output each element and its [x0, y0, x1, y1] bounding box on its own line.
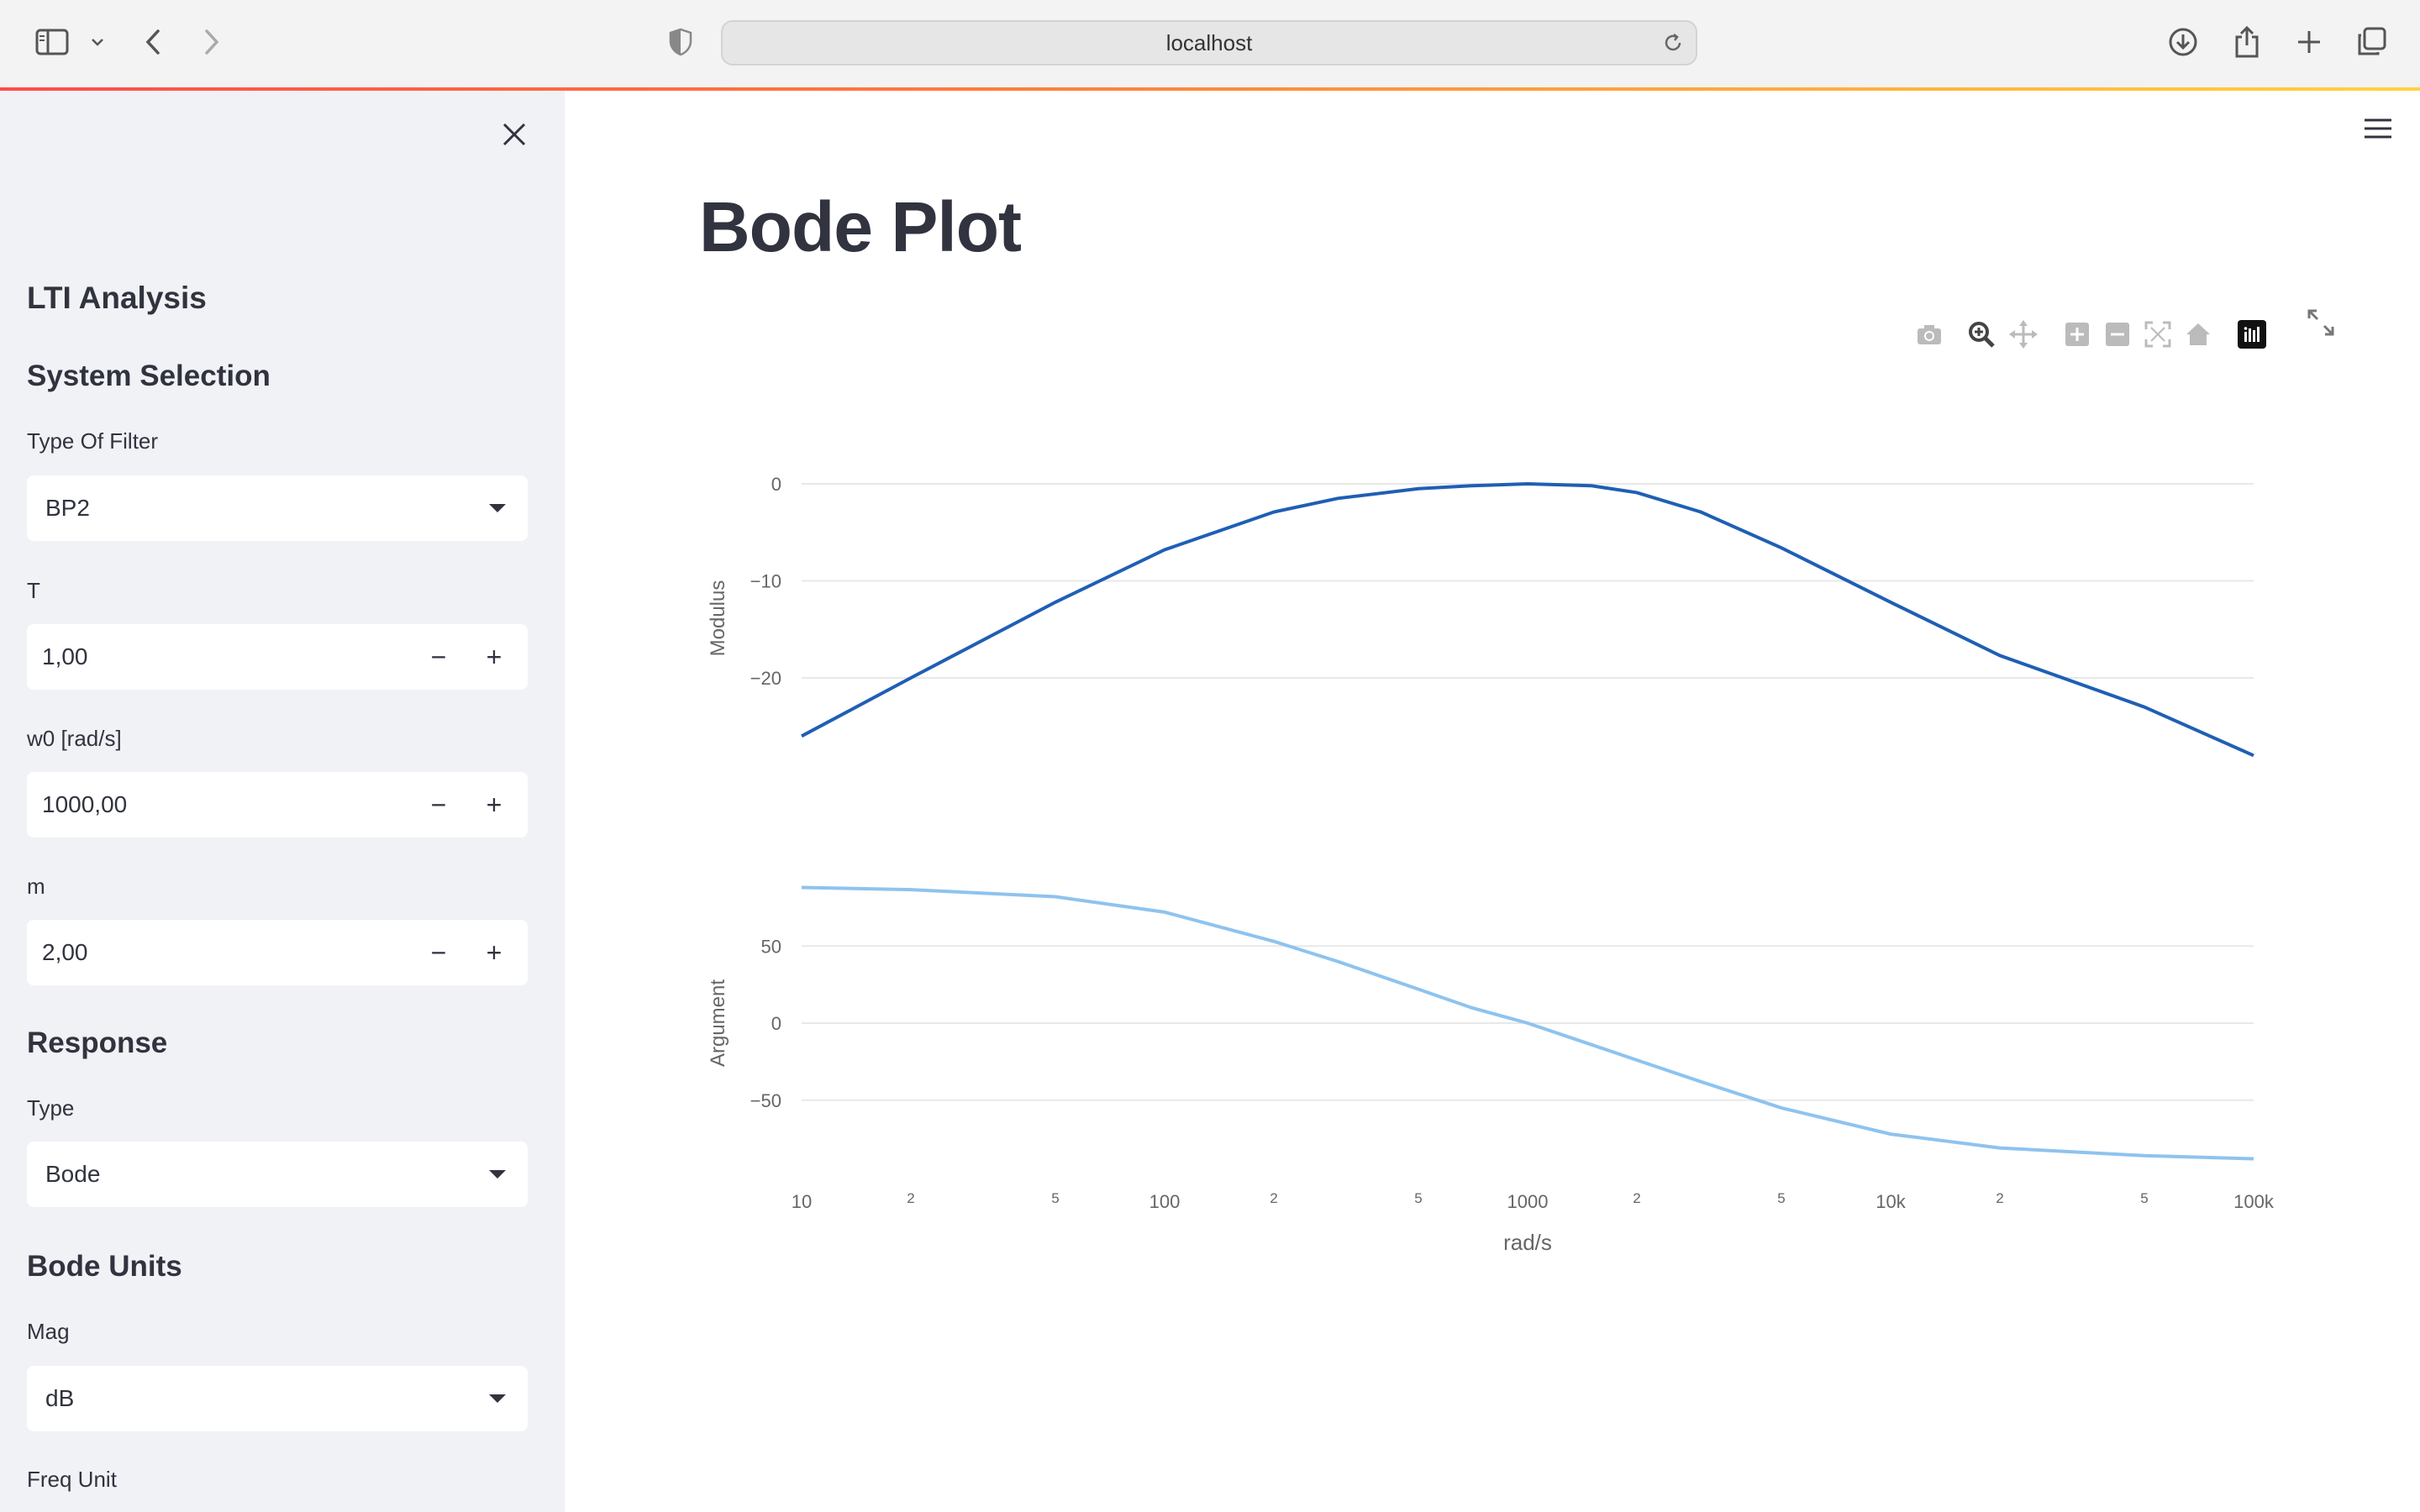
y-tick-label: 0	[771, 474, 781, 495]
autoscale-icon[interactable]	[2141, 318, 2175, 351]
downloads-icon[interactable]	[2166, 22, 2200, 62]
sidebar: LTI Analysis System Selection Type Of Fi…	[0, 91, 565, 1512]
x-tick-label: 5	[1414, 1190, 1422, 1206]
tab-overview-icon[interactable]	[2354, 22, 2388, 62]
pan-icon[interactable]	[2007, 318, 2040, 351]
page-title: Bode Plot	[699, 187, 1022, 266]
response-heading: Response	[27, 1026, 168, 1059]
x-tick-label: 5	[1051, 1190, 1059, 1206]
chevron-down-icon[interactable]	[87, 22, 108, 62]
x-tick-label: 2	[907, 1190, 914, 1206]
x-tick-label: 5	[2140, 1190, 2148, 1206]
sidebar-title: LTI Analysis	[27, 281, 207, 315]
x-tick-label: 2	[1633, 1190, 1640, 1206]
chevron-down-icon	[489, 1394, 506, 1403]
reload-icon[interactable]	[1662, 32, 1684, 60]
w0-label: w0 [rad/s]	[27, 726, 122, 751]
response-type-select[interactable]: Bode	[27, 1142, 528, 1207]
argument-series-line	[801, 885, 2254, 1161]
mag-select[interactable]: dB	[27, 1366, 528, 1431]
privacy-shield-icon[interactable]	[666, 22, 696, 62]
t-number-input[interactable]: 1,00 − +	[27, 624, 528, 690]
response-type-label: Type	[27, 1095, 75, 1121]
filter-type-label: Type Of Filter	[27, 428, 159, 454]
m-decrement-button[interactable]: −	[430, 937, 447, 968]
m-value[interactable]: 2,00	[42, 939, 88, 965]
t-label: T	[27, 578, 40, 603]
mag-label: Mag	[27, 1319, 70, 1344]
modulus-series-line	[801, 481, 2254, 758]
reset-axes-home-icon[interactable]	[2181, 318, 2215, 351]
chevron-down-icon	[489, 504, 506, 512]
bode-chart[interactable]: 0−10−20 500−50 10 2 5 100 2 5 1000 2 5 10k 2 5 100k …	[689, 403, 2302, 1277]
system-selection-heading: System Selection	[27, 360, 271, 392]
y-tick-label: −50	[750, 1090, 781, 1111]
y-tick-label: 0	[771, 1013, 781, 1034]
filter-type-value: BP2	[45, 495, 90, 521]
x-tick-label: 10	[792, 1191, 812, 1212]
w0-decrement-button[interactable]: −	[430, 789, 447, 820]
freq-unit-label: Freq Unit	[27, 1467, 117, 1492]
bode-units-heading: Bode Units	[27, 1250, 182, 1283]
back-icon[interactable]	[138, 22, 168, 62]
x-tick-label: 100k	[2233, 1191, 2275, 1212]
loading-decoration-bar	[0, 87, 2420, 91]
zoom-icon[interactable]	[1965, 318, 1998, 351]
x-tick-label: 10k	[1876, 1191, 1906, 1212]
t-decrement-button[interactable]: −	[430, 641, 447, 672]
y-tick-label: 50	[761, 936, 781, 957]
filter-type-select[interactable]: BP2	[27, 475, 528, 541]
w0-value[interactable]: 1000,00	[42, 791, 128, 817]
x-tick-label: 2	[1270, 1190, 1277, 1206]
x-axis-label: rad/s	[1503, 1230, 1552, 1255]
close-sidebar-icon[interactable]	[497, 118, 531, 151]
y-tick-label: −20	[750, 668, 781, 689]
x-tick-label: 100	[1150, 1191, 1181, 1212]
plotly-logo-icon[interactable]	[2235, 318, 2269, 351]
main-menu-icon[interactable]	[2363, 116, 2393, 141]
response-type-value: Bode	[45, 1161, 101, 1187]
m-number-input[interactable]: 2,00 − +	[27, 920, 528, 985]
share-icon[interactable]	[2230, 22, 2264, 62]
forward-icon[interactable]	[197, 22, 227, 62]
w0-number-input[interactable]: 1000,00 − +	[27, 772, 528, 837]
argument-axis-label: Argument	[707, 979, 729, 1067]
chevron-down-icon	[489, 1170, 506, 1179]
fullscreen-icon[interactable]	[2306, 307, 2336, 338]
mag-value: dB	[45, 1385, 75, 1411]
y-tick-label: −10	[750, 571, 781, 592]
url-text: localhost	[1165, 29, 1253, 55]
camera-icon[interactable]	[1912, 318, 1946, 351]
modulus-axis-label: Modulus	[707, 580, 729, 657]
t-value[interactable]: 1,00	[42, 643, 88, 669]
t-increment-button[interactable]: +	[486, 641, 502, 672]
x-tick-label: 1000	[1507, 1191, 1549, 1212]
zoom-out-icon[interactable]	[2101, 318, 2134, 351]
x-tick-label: 2	[1996, 1190, 2003, 1206]
m-label: m	[27, 874, 45, 899]
browser-toolbar: localhost	[0, 0, 2420, 87]
x-tick-label: 5	[1777, 1190, 1785, 1206]
m-increment-button[interactable]: +	[486, 937, 502, 968]
w0-increment-button[interactable]: +	[486, 789, 502, 820]
address-bar[interactable]: localhost	[721, 20, 1697, 66]
sidebar-toggle-icon[interactable]	[34, 22, 71, 62]
zoom-in-icon[interactable]	[2060, 318, 2094, 351]
new-tab-icon[interactable]	[2292, 22, 2326, 62]
